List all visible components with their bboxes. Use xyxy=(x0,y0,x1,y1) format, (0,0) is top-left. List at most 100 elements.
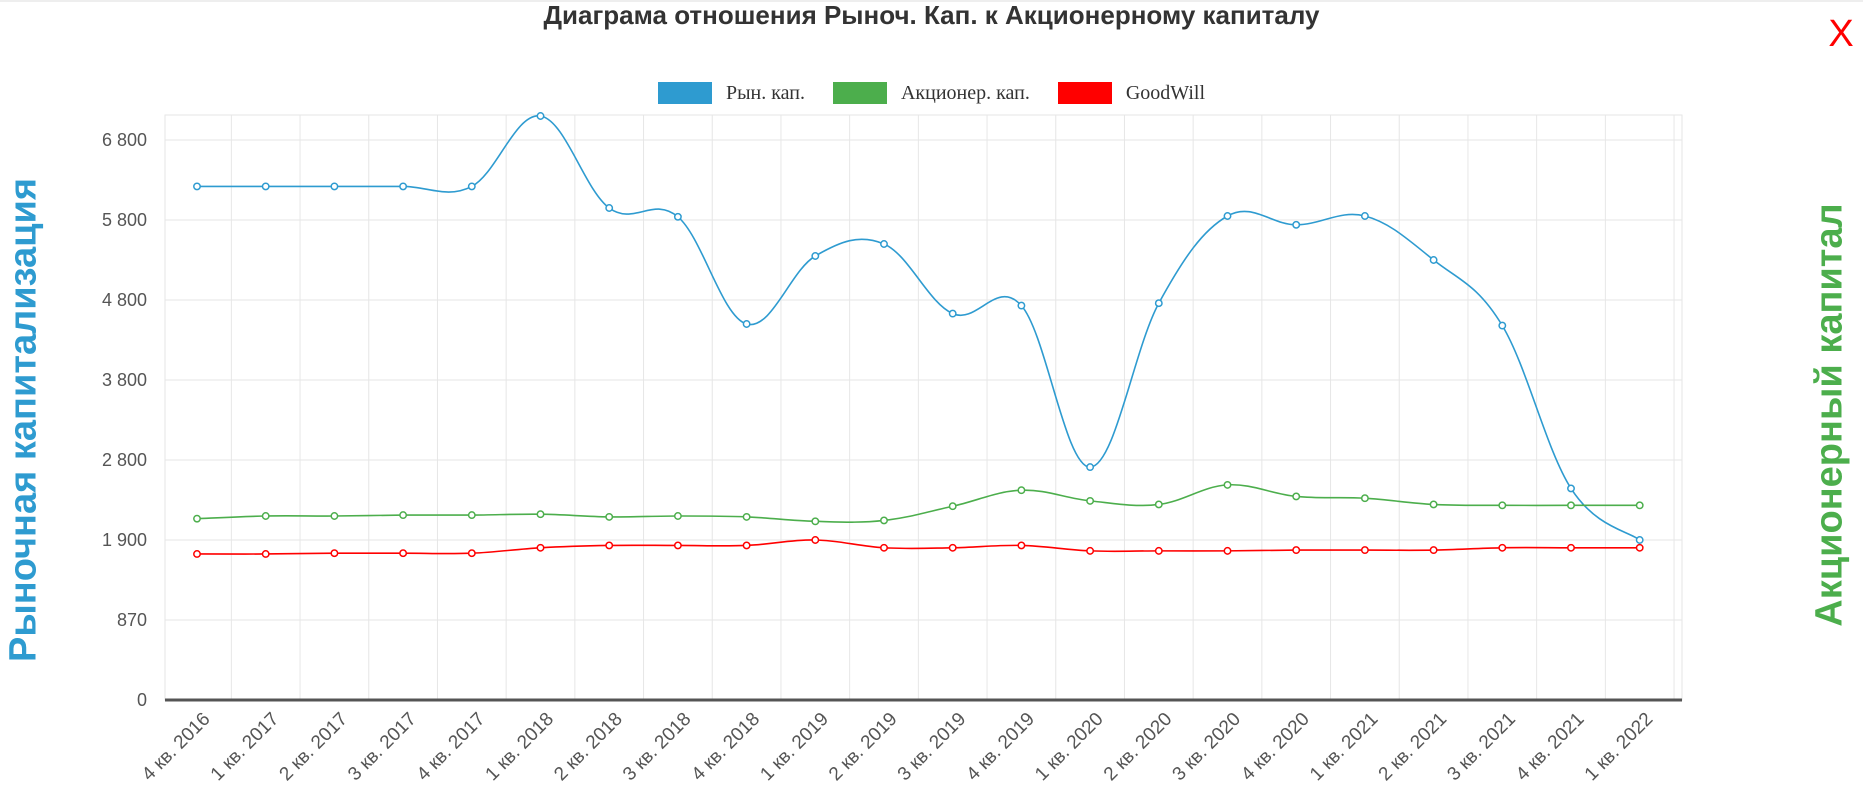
data-point-series-2 xyxy=(1360,546,1369,555)
data-point-series-1 xyxy=(1154,500,1163,509)
legend-item-goodwill[interactable]: GoodWill xyxy=(1057,81,1206,105)
data-point-series-0 xyxy=(673,212,682,221)
data-point-series-1 xyxy=(1567,501,1575,510)
data-point-series-0 xyxy=(399,182,408,191)
data-point-series-1 xyxy=(1498,501,1507,510)
data-point-series-2 xyxy=(948,543,957,552)
y-tick-label: 1 900 xyxy=(102,530,147,550)
data-point-series-0 xyxy=(1292,220,1301,229)
data-point-series-0 xyxy=(467,182,476,191)
legend-swatch-goodwill xyxy=(1057,82,1112,104)
data-point-series-2 xyxy=(1567,543,1575,552)
series-line-2 xyxy=(196,539,1640,555)
data-point-series-0 xyxy=(1429,256,1438,264)
data-point-series-2 xyxy=(467,549,476,558)
data-point-series-1 xyxy=(399,511,408,520)
data-point-series-0 xyxy=(948,309,957,318)
x-tick-label: 2 кв. 2019 xyxy=(825,709,901,785)
data-point-series-0 xyxy=(1567,484,1575,493)
x-tick-label: 1 кв. 2017 xyxy=(207,709,283,785)
data-point-series-2 xyxy=(330,549,339,558)
data-point-series-0 xyxy=(880,240,888,248)
data-point-series-2 xyxy=(880,543,888,552)
data-point-series-0 xyxy=(1086,463,1095,472)
x-tick-label: 4 кв. 2020 xyxy=(1237,709,1313,785)
y-tick-label: 870 xyxy=(117,610,147,630)
data-point-series-2 xyxy=(1429,546,1438,555)
data-point-series-0 xyxy=(1223,212,1232,220)
legend-label-equity: Акционер. кап. xyxy=(900,81,1030,104)
legend-swatch-market-cap xyxy=(657,82,712,104)
data-point-series-1 xyxy=(1292,492,1301,501)
data-point-series-0 xyxy=(742,320,751,328)
data-point-series-0 xyxy=(605,204,614,212)
x-tick-label: 1 кв. 2018 xyxy=(482,709,558,785)
data-point-series-1 xyxy=(880,516,888,525)
x-tick-label: 1 кв. 2020 xyxy=(1031,709,1107,785)
data-point-series-0 xyxy=(1017,301,1026,310)
data-point-series-2 xyxy=(536,543,545,552)
x-tick-label: 2 кв. 2021 xyxy=(1375,709,1451,785)
x-tick-label: 3 кв. 2019 xyxy=(894,709,970,785)
data-point-series-0 xyxy=(1360,212,1369,220)
x-tick-label: 4 кв. 2018 xyxy=(688,709,764,785)
data-point-series-2 xyxy=(193,550,201,558)
data-point-series-2 xyxy=(1086,546,1095,555)
data-point-series-1 xyxy=(1017,486,1026,495)
data-point-series-1 xyxy=(1429,500,1438,509)
x-tick-label: 4 кв. 2021 xyxy=(1512,709,1588,785)
data-point-series-0 xyxy=(330,182,339,191)
data-point-series-1 xyxy=(261,512,270,520)
data-point-series-2 xyxy=(1223,546,1232,555)
data-point-series-2 xyxy=(1498,543,1507,552)
x-tick-label: 2 кв. 2017 xyxy=(276,709,352,785)
data-point-series-0 xyxy=(193,182,201,191)
x-tick-label: 2 кв. 2018 xyxy=(550,709,626,785)
data-point-series-1 xyxy=(742,512,751,521)
legend-item-equity[interactable]: Акционер. кап. xyxy=(832,81,1030,105)
data-point-series-1 xyxy=(811,517,820,526)
data-point-series-2 xyxy=(1154,546,1163,555)
top-border xyxy=(0,0,1863,2)
data-point-series-0 xyxy=(261,182,270,191)
legend-item-market-cap[interactable]: Рын. кап. xyxy=(657,82,805,105)
x-tick-label: 3 кв. 2018 xyxy=(619,709,695,785)
y-tick-label: 0 xyxy=(137,690,147,710)
x-tick-label: 1 кв. 2019 xyxy=(756,709,832,785)
close-button[interactable]: X xyxy=(1828,13,1854,55)
data-point-series-2 xyxy=(1292,546,1301,555)
chart-title: Диаграма отношения Рыноч. Кап. к Акционе… xyxy=(543,0,1320,30)
data-point-series-0 xyxy=(1635,536,1644,544)
y-tick-label: 5 800 xyxy=(102,210,147,230)
x-tick-label: 2 кв. 2020 xyxy=(1100,709,1176,785)
data-point-series-1 xyxy=(1086,496,1095,505)
x-tick-label: 3 кв. 2017 xyxy=(344,709,420,785)
chart-legend: Рын. кап. Акционер. кап. GoodWill xyxy=(0,78,1863,108)
data-point-series-2 xyxy=(742,541,751,550)
data-point-series-1 xyxy=(330,512,339,520)
data-point-series-2 xyxy=(399,549,408,558)
data-point-series-0 xyxy=(536,112,545,120)
y-tick-label: 2 800 xyxy=(102,450,147,470)
data-point-series-1 xyxy=(1223,480,1232,489)
data-point-series-2 xyxy=(605,541,614,550)
data-point-series-1 xyxy=(536,510,545,519)
x-tick-label: 4 кв. 2016 xyxy=(138,709,214,785)
data-point-series-2 xyxy=(261,550,270,558)
legend-label-goodwill: GoodWill xyxy=(1125,81,1206,104)
data-point-series-1 xyxy=(673,512,682,520)
series-line-1 xyxy=(196,484,1640,523)
x-tick-label: 3 кв. 2021 xyxy=(1443,709,1519,785)
data-point-series-1 xyxy=(605,512,614,521)
data-point-series-2 xyxy=(1017,541,1026,550)
data-point-series-0 xyxy=(1154,299,1163,308)
x-tick-label: 1 кв. 2021 xyxy=(1306,709,1382,785)
x-tick-label: 3 кв. 2020 xyxy=(1169,709,1245,785)
data-point-series-2 xyxy=(1635,543,1644,552)
legend-swatch-equity xyxy=(832,82,887,104)
data-point-series-0 xyxy=(1498,321,1507,330)
data-point-series-1 xyxy=(948,502,957,511)
plot-area-border xyxy=(164,114,1683,701)
x-tick-label: 1 кв. 2022 xyxy=(1581,709,1657,785)
